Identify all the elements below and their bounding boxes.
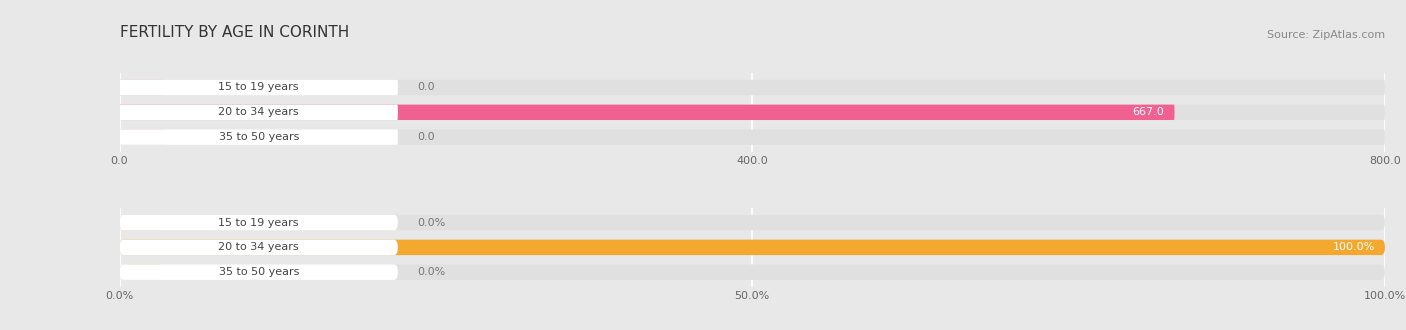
FancyBboxPatch shape	[120, 265, 1385, 280]
Text: 0.0: 0.0	[418, 82, 434, 92]
FancyBboxPatch shape	[120, 80, 1385, 95]
FancyBboxPatch shape	[120, 240, 398, 255]
FancyBboxPatch shape	[120, 129, 1385, 145]
FancyBboxPatch shape	[120, 129, 398, 145]
FancyBboxPatch shape	[120, 215, 163, 230]
Text: 15 to 19 years: 15 to 19 years	[218, 82, 299, 92]
Text: 0.0: 0.0	[418, 132, 434, 142]
FancyBboxPatch shape	[120, 105, 398, 120]
Text: Source: ZipAtlas.com: Source: ZipAtlas.com	[1267, 30, 1385, 40]
Text: 35 to 50 years: 35 to 50 years	[218, 267, 299, 277]
FancyBboxPatch shape	[120, 105, 1385, 120]
Text: 15 to 19 years: 15 to 19 years	[218, 217, 299, 228]
Text: 100.0%: 100.0%	[1333, 242, 1375, 252]
Text: 20 to 34 years: 20 to 34 years	[218, 107, 299, 117]
FancyBboxPatch shape	[120, 215, 398, 230]
Text: 35 to 50 years: 35 to 50 years	[218, 132, 299, 142]
FancyBboxPatch shape	[120, 80, 398, 95]
FancyBboxPatch shape	[120, 265, 398, 280]
Text: 0.0%: 0.0%	[418, 267, 446, 277]
FancyBboxPatch shape	[120, 105, 1174, 120]
Text: 20 to 34 years: 20 to 34 years	[218, 242, 299, 252]
Text: 667.0: 667.0	[1133, 107, 1164, 117]
FancyBboxPatch shape	[120, 265, 163, 280]
FancyBboxPatch shape	[120, 240, 1385, 255]
Text: 0.0%: 0.0%	[418, 217, 446, 228]
FancyBboxPatch shape	[120, 240, 1385, 255]
FancyBboxPatch shape	[120, 80, 163, 95]
FancyBboxPatch shape	[120, 215, 1385, 230]
FancyBboxPatch shape	[120, 129, 163, 145]
Text: FERTILITY BY AGE IN CORINTH: FERTILITY BY AGE IN CORINTH	[120, 25, 349, 40]
